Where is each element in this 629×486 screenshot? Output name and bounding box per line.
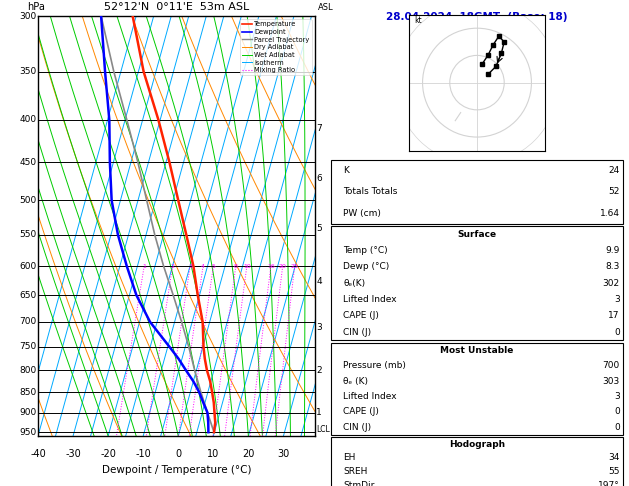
Text: 20: 20 <box>242 449 255 459</box>
Text: 3: 3 <box>316 323 322 331</box>
Text: 20: 20 <box>279 264 287 269</box>
Bar <box>331 160 623 224</box>
Text: CIN (J): CIN (J) <box>343 328 371 336</box>
Text: 0: 0 <box>175 449 181 459</box>
Text: Surface: Surface <box>457 230 496 239</box>
Text: Pressure (mb): Pressure (mb) <box>343 361 406 370</box>
Text: 400: 400 <box>19 115 36 124</box>
Text: 950: 950 <box>19 428 36 437</box>
Text: 1: 1 <box>142 264 146 269</box>
Text: -10: -10 <box>135 449 151 459</box>
Text: 302: 302 <box>603 278 620 288</box>
Text: km
ASL: km ASL <box>318 0 333 12</box>
Text: Lifted Index: Lifted Index <box>343 295 397 304</box>
Text: θₑ (K): θₑ (K) <box>343 377 368 385</box>
Text: PW (cm): PW (cm) <box>343 208 381 218</box>
Text: 52: 52 <box>608 188 620 196</box>
Text: CAPE (J): CAPE (J) <box>343 311 379 320</box>
Text: θₑ(K): θₑ(K) <box>343 278 365 288</box>
Text: 1: 1 <box>316 408 322 417</box>
Text: Totals Totals: Totals Totals <box>343 188 398 196</box>
Text: 7: 7 <box>316 124 322 133</box>
Text: 700: 700 <box>603 361 620 370</box>
Text: 16: 16 <box>267 264 275 269</box>
Text: Hodograph: Hodograph <box>449 440 505 449</box>
Text: CAPE (J): CAPE (J) <box>343 407 379 417</box>
Text: 52°12'N  0°11'E  53m ASL: 52°12'N 0°11'E 53m ASL <box>104 2 249 12</box>
Text: 600: 600 <box>19 262 36 271</box>
Text: Most Unstable: Most Unstable <box>440 346 514 355</box>
Text: 500: 500 <box>19 196 36 205</box>
Text: Dewpoint / Temperature (°C): Dewpoint / Temperature (°C) <box>102 466 251 475</box>
Legend: Temperature, Dewpoint, Parcel Trajectory, Dry Adiabat, Wet Adiabat, Isotherm, Mi: Temperature, Dewpoint, Parcel Trajectory… <box>240 19 311 75</box>
Text: 34: 34 <box>608 453 620 462</box>
Text: 4: 4 <box>201 264 205 269</box>
Bar <box>331 226 623 340</box>
Bar <box>331 343 623 435</box>
Text: 800: 800 <box>19 365 36 375</box>
Bar <box>331 437 623 486</box>
Text: 3: 3 <box>614 392 620 401</box>
Text: 900: 900 <box>19 408 36 417</box>
Text: K: K <box>343 166 349 175</box>
Text: 5: 5 <box>316 224 322 233</box>
Text: Dewp (°C): Dewp (°C) <box>343 262 389 271</box>
Text: 3: 3 <box>188 264 192 269</box>
Text: EH: EH <box>343 453 355 462</box>
Text: 17: 17 <box>608 311 620 320</box>
Text: 350: 350 <box>19 67 36 76</box>
Text: StmDir: StmDir <box>343 481 375 486</box>
Text: Lifted Index: Lifted Index <box>343 392 397 401</box>
Text: 550: 550 <box>19 230 36 240</box>
Text: 4: 4 <box>316 277 322 286</box>
Text: 1.64: 1.64 <box>600 208 620 218</box>
Text: hPa: hPa <box>27 2 45 12</box>
Text: 850: 850 <box>19 387 36 397</box>
Text: 2: 2 <box>316 365 322 375</box>
Text: 0: 0 <box>614 407 620 417</box>
Text: 700: 700 <box>19 317 36 327</box>
Text: -20: -20 <box>100 449 116 459</box>
Text: 197°: 197° <box>598 481 620 486</box>
Text: LCL: LCL <box>316 425 330 434</box>
Text: SREH: SREH <box>343 467 367 476</box>
Text: 8: 8 <box>234 264 238 269</box>
Text: 8.3: 8.3 <box>606 262 620 271</box>
Text: Temp (°C): Temp (°C) <box>343 246 388 255</box>
Text: -30: -30 <box>65 449 81 459</box>
Text: 450: 450 <box>19 158 36 167</box>
Text: 303: 303 <box>603 377 620 385</box>
Text: 750: 750 <box>19 342 36 351</box>
Text: 30: 30 <box>277 449 289 459</box>
Text: 10: 10 <box>243 264 251 269</box>
Text: 650: 650 <box>19 291 36 300</box>
Text: -40: -40 <box>30 449 46 459</box>
Text: 10: 10 <box>207 449 220 459</box>
Text: 6: 6 <box>316 174 322 183</box>
Text: 300: 300 <box>19 12 36 20</box>
Text: 0: 0 <box>614 328 620 336</box>
Text: 25: 25 <box>291 264 299 269</box>
Text: 28.04.2024  18GMT  (Base: 18): 28.04.2024 18GMT (Base: 18) <box>386 12 568 22</box>
Text: 55: 55 <box>608 467 620 476</box>
Text: 24: 24 <box>609 166 620 175</box>
Text: 2: 2 <box>170 264 175 269</box>
Text: 9.9: 9.9 <box>606 246 620 255</box>
Text: CIN (J): CIN (J) <box>343 423 371 432</box>
Text: 5: 5 <box>211 264 215 269</box>
Text: 0: 0 <box>614 423 620 432</box>
Text: 3: 3 <box>614 295 620 304</box>
